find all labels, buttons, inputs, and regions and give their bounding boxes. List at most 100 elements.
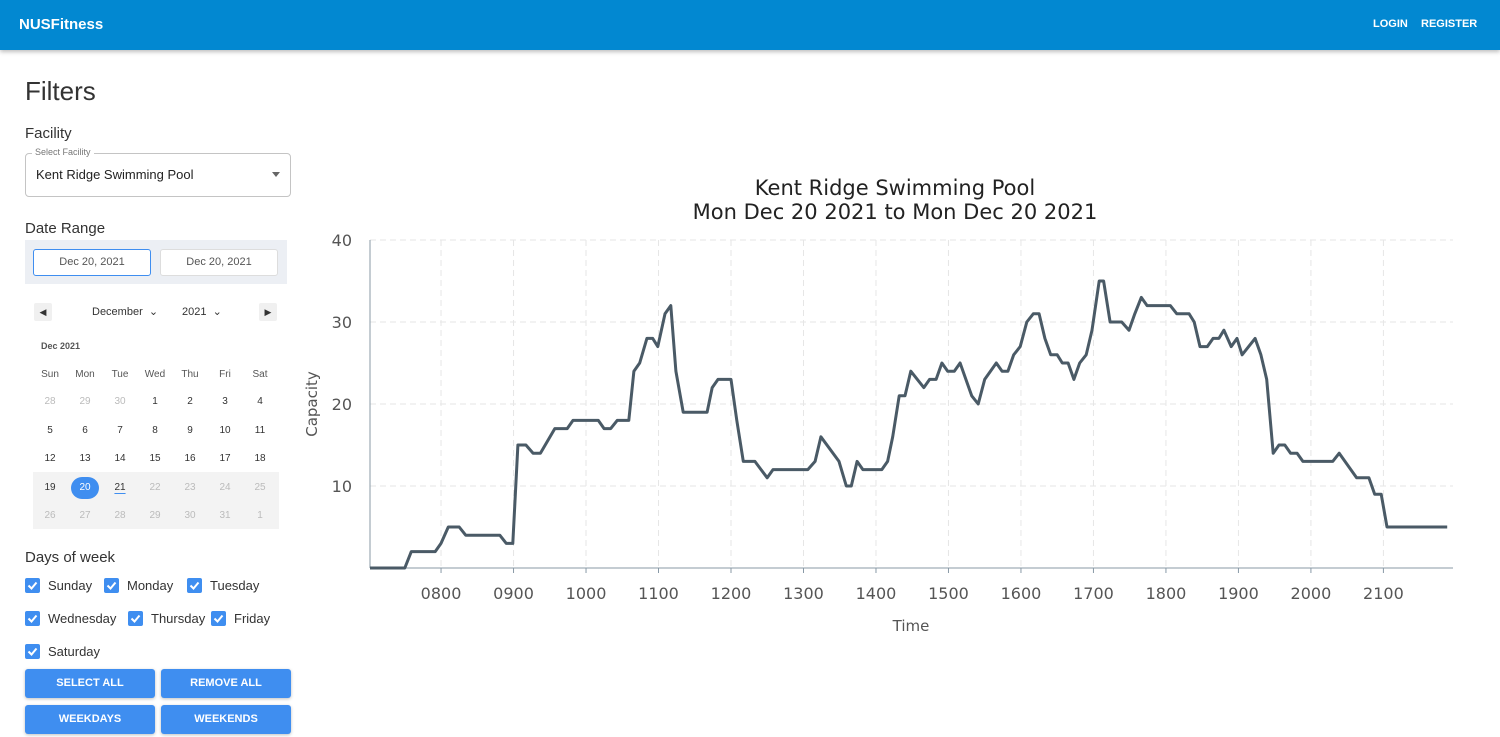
year: 2021 xyxy=(182,306,207,318)
calendar-day[interactable]: 16 xyxy=(184,453,196,464)
y-tick-label: 40 xyxy=(332,231,352,250)
calendar-day[interactable]: 21 xyxy=(114,481,126,493)
y-tick-label: 10 xyxy=(332,477,352,496)
weekday-header: Wed xyxy=(144,369,166,380)
days-label: Days of week xyxy=(25,549,116,566)
day-name: Wednesday xyxy=(48,611,117,626)
calendar-day[interactable]: 1 xyxy=(152,396,158,407)
calendar-day[interactable]: 2 xyxy=(187,396,193,407)
checkbox-icon xyxy=(211,611,226,626)
day-checkbox[interactable]: Thursday xyxy=(128,611,205,626)
calendar-day[interactable]: 9 xyxy=(187,424,193,436)
y-axis-title: Capacity xyxy=(303,371,321,437)
calendar-day[interactable]: 6 xyxy=(82,424,88,436)
calendar-day: 27 xyxy=(79,510,91,521)
calendar-day[interactable]: 13 xyxy=(79,453,91,464)
x-tick-label: 1600 xyxy=(1001,584,1042,603)
day-checkbox[interactable]: Tuesday xyxy=(187,578,259,593)
day-name: Sunday xyxy=(48,578,93,593)
next-month[interactable]: ▶ xyxy=(259,303,277,321)
calendar-day[interactable]: 4 xyxy=(257,396,263,407)
day-name: Monday xyxy=(127,578,174,593)
x-tick-label: 2100 xyxy=(1363,584,1404,603)
remove-all-button[interactable]: REMOVE ALL xyxy=(161,669,291,698)
day-name: Thursday xyxy=(151,611,206,626)
weekdays-button[interactable]: WEEKDAYS xyxy=(25,705,155,734)
calendar-day: 29 xyxy=(149,510,161,521)
x-tick-label: 1400 xyxy=(856,584,897,603)
y-tick-label: 30 xyxy=(332,313,352,332)
calendar-day: 25 xyxy=(254,481,266,493)
app-bar xyxy=(0,0,1500,50)
calendar-day[interactable]: 14 xyxy=(114,453,126,464)
dropdown-arrow xyxy=(272,172,280,177)
calendar-day[interactable]: 3 xyxy=(222,396,228,407)
calendar-day: 1 xyxy=(257,510,263,521)
calendar-day[interactable]: 15 xyxy=(149,453,161,464)
login-link[interactable]: LOGIN xyxy=(1373,18,1408,30)
calendar-day[interactable]: 7 xyxy=(117,424,123,436)
day-checkbox[interactable]: Monday xyxy=(104,578,173,593)
calendar-day[interactable]: 20 xyxy=(71,476,99,499)
x-tick-label: 1500 xyxy=(928,584,969,603)
month-select[interactable]: December ⌄ xyxy=(92,306,159,318)
end-date[interactable]: Dec 20, 2021 xyxy=(160,249,278,276)
calendar-day[interactable]: 18 xyxy=(254,453,266,464)
calendar-day: 30 xyxy=(114,396,126,407)
calendar-day: 30 xyxy=(184,510,196,521)
capacity-line xyxy=(370,279,1448,570)
y-tick-label: 20 xyxy=(332,395,352,414)
calendar-day: 26 xyxy=(44,510,56,521)
select-all-button[interactable]: SELECT ALL xyxy=(25,669,155,698)
weekday-header: Fri xyxy=(219,369,231,380)
day-name: Tuesday xyxy=(210,578,260,593)
filters-title: Filters xyxy=(25,76,96,106)
brand[interactable]: NUSFitness xyxy=(19,16,104,33)
calendar-day[interactable]: 17 xyxy=(219,453,231,464)
x-axis-title: Time xyxy=(892,617,930,635)
x-tick-label: 0800 xyxy=(421,584,462,603)
weekday-header: Sun xyxy=(41,369,59,380)
select-value: Kent Ridge Swimming Pool xyxy=(36,167,194,182)
month: December xyxy=(92,306,143,318)
weekday-header: Tue xyxy=(111,369,129,380)
x-tick-label: 1200 xyxy=(711,584,752,603)
date-range-label: Date Range xyxy=(25,220,106,237)
calendar-day[interactable]: 19 xyxy=(44,481,56,493)
x-tick-label: 1100 xyxy=(638,584,679,603)
calendar-day[interactable]: 10 xyxy=(219,424,231,436)
weekday-header: Sat xyxy=(252,369,268,380)
day-checkbox[interactable]: Sunday xyxy=(25,578,92,593)
checkbox-icon xyxy=(25,611,40,626)
calendar-day: 24 xyxy=(219,481,231,493)
x-tick-label: 1800 xyxy=(1146,584,1187,603)
calendar-caption: Dec 2021 xyxy=(41,341,81,351)
day-checkbox[interactable]: Saturday xyxy=(25,644,100,659)
checkbox-icon xyxy=(187,578,202,593)
day-checkbox[interactable]: Friday xyxy=(211,611,270,626)
calendar-day[interactable]: 5 xyxy=(47,424,53,436)
x-tick-label: 1900 xyxy=(1218,584,1259,603)
x-tick-label: 1000 xyxy=(566,584,607,603)
calendar-day[interactable]: 12 xyxy=(44,453,56,464)
facility-select[interactable] xyxy=(25,153,291,197)
calendar-day: 29 xyxy=(79,396,91,407)
calendar-day: 31 xyxy=(219,510,231,521)
calendar-day[interactable]: 8 xyxy=(152,424,158,436)
x-tick-label: 1300 xyxy=(783,584,824,603)
checkbox-icon xyxy=(25,578,40,593)
calendar-day[interactable]: 11 xyxy=(254,424,266,436)
x-tick-label: 1700 xyxy=(1073,584,1114,603)
year-select[interactable]: 2021 ⌄ xyxy=(182,306,222,318)
prev-month[interactable]: ◀ xyxy=(34,303,52,321)
select-label: Select Facility xyxy=(32,147,94,157)
day-name: Friday xyxy=(234,611,271,626)
chart-subtitle: Mon Dec 20 2021 to Mon Dec 20 2021 xyxy=(693,200,1098,224)
weekends-button[interactable]: WEEKENDS xyxy=(161,705,291,734)
register-link[interactable]: REGISTER xyxy=(1421,18,1478,30)
start-date[interactable]: Dec 20, 2021 xyxy=(33,249,151,276)
checkbox-icon xyxy=(128,611,143,626)
day-checkbox[interactable]: Wednesday xyxy=(25,611,116,626)
facility-label: Facility xyxy=(25,125,72,142)
